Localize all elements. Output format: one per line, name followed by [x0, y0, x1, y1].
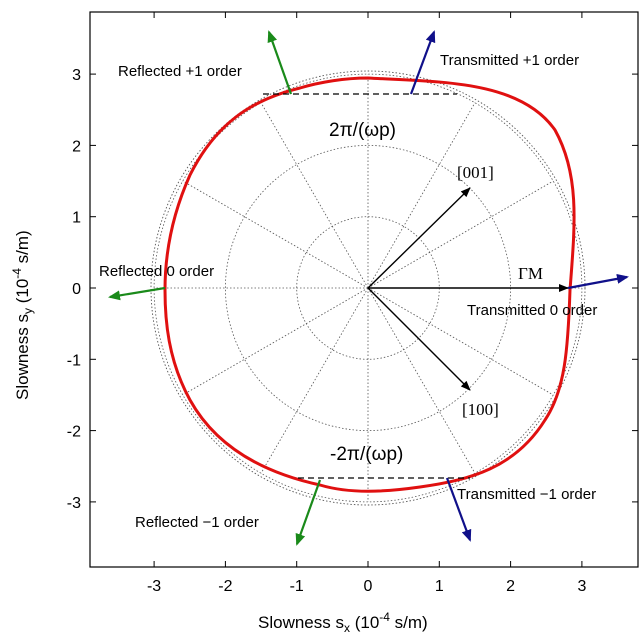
arrow-reflected-minus1	[295, 479, 322, 546]
arrow-transmitted-minus1	[445, 477, 472, 542]
y-tick-labels: 3 2 1 0 -1 -2 -3	[67, 67, 81, 512]
x-tick-label-0: 0	[364, 578, 373, 595]
y-tick-label-1: 1	[72, 210, 81, 227]
x-tick-labels: -3 -2 -1 0 1 2 3	[147, 578, 586, 595]
y-tick-label-0: 0	[72, 281, 81, 298]
label-reflected-minus1: Reflected −1 order	[135, 514, 259, 531]
label-reflected-0: Reflected 0 order	[99, 263, 214, 280]
arrow-reflected-plus1	[267, 30, 293, 95]
label-transmitted-0: Transmitted 0 order	[467, 302, 597, 319]
grating-label-bottom: -2π/(ωp)	[330, 444, 403, 465]
x-tick-label-3: 3	[577, 578, 586, 595]
grid-spoke-150	[182, 180, 369, 289]
arrow-transmitted-0	[567, 273, 629, 290]
arrow-reflected-0	[108, 286, 166, 301]
slowness-curve	[163, 76, 576, 493]
grid-spoke-30	[367, 180, 554, 289]
vector-100	[367, 287, 471, 391]
x-tick-label--1: -1	[290, 578, 304, 595]
arrow-transmitted-plus1	[409, 30, 436, 95]
outer-reference-circle	[150, 70, 586, 506]
grid-spoke-210	[182, 287, 369, 396]
y-tick-label--1: -1	[67, 352, 81, 369]
x-axis-label: Slowness sx (10-4 s/m)	[258, 610, 428, 635]
label-gamma-m: ΓM	[518, 264, 543, 283]
vector-001	[367, 187, 471, 289]
grid-spoke-300	[367, 287, 476, 474]
label-transmitted-minus1: Transmitted −1 order	[457, 486, 596, 503]
y-tick-label-2: 2	[72, 138, 81, 155]
y-tick-label--3: -3	[67, 495, 81, 512]
label-100: [100]	[462, 400, 499, 419]
x-tick-label-2: 2	[506, 578, 515, 595]
grid-spoke-120	[260, 102, 369, 289]
x-tick-label--3: -3	[147, 578, 161, 595]
x-tick-label--2: -2	[218, 578, 232, 595]
label-reflected-plus1: Reflected +1 order	[118, 63, 242, 80]
grid-spoke-240	[260, 287, 369, 474]
y-tick-label-3: 3	[72, 67, 81, 84]
y-tick-label--2: -2	[67, 424, 81, 441]
grid-spoke-60	[367, 102, 476, 289]
label-transmitted-plus1: Transmitted +1 order	[440, 52, 579, 69]
x-axis-ticks	[153, 12, 583, 567]
label-001: [001]	[457, 163, 494, 182]
x-tick-label-1: 1	[435, 578, 444, 595]
grating-label-top: 2π/(ωp)	[329, 120, 396, 141]
y-axis-ticks	[90, 73, 638, 503]
grid-spoke-330	[367, 287, 554, 396]
y-axis-label: Slowness sy (10-4 s/m)	[10, 230, 35, 400]
plot-frame	[89, 11, 639, 568]
